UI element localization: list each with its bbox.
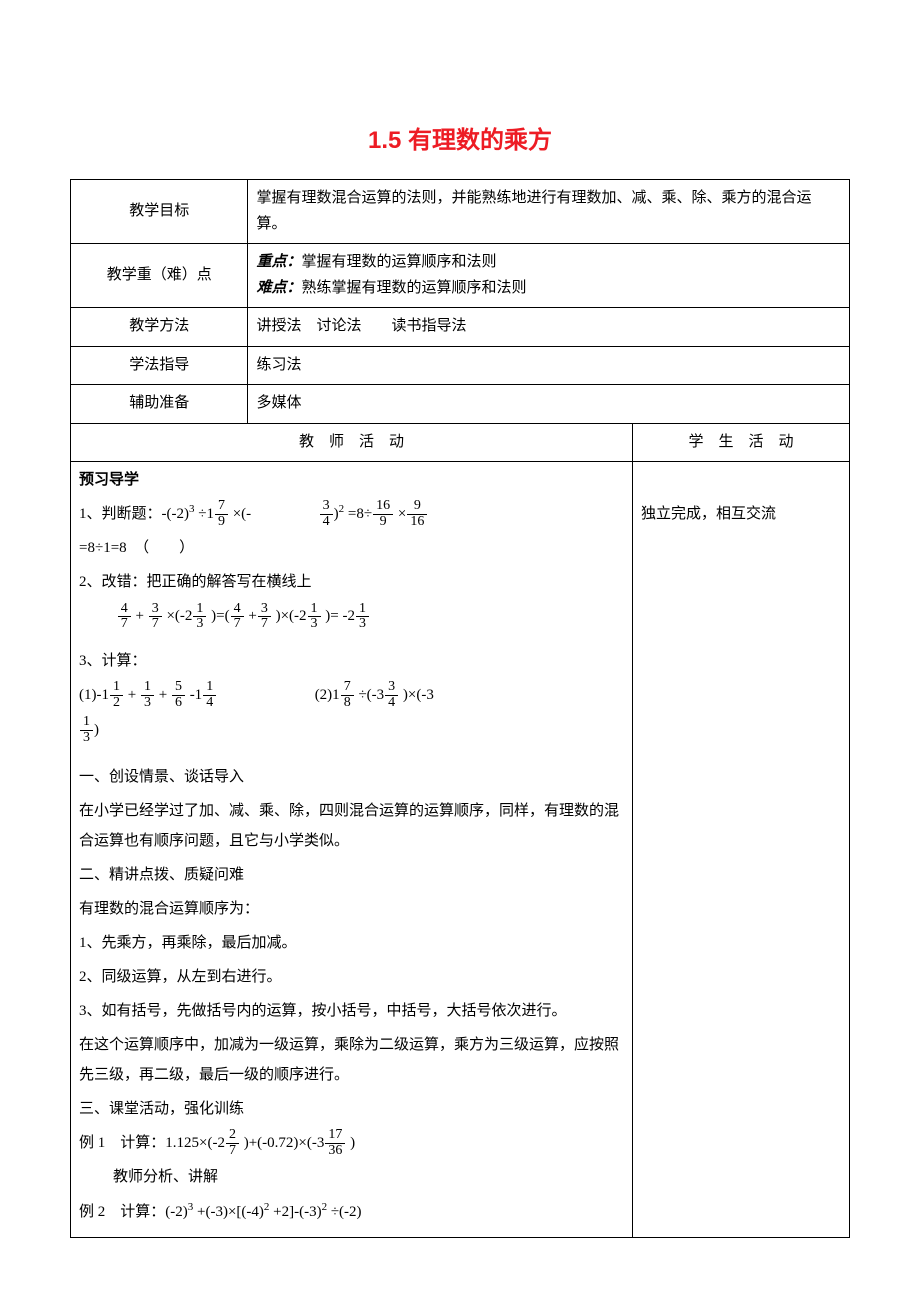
row-keypoint: 教学重（难）点 重点：掌握有理数的运算顺序和法则 难点：熟练掌握有理数的运算顺序… [71, 244, 850, 308]
teacher-header: 教 师 活 动 [71, 423, 633, 462]
student-content: 独立完成，相互交流 [633, 462, 850, 1238]
goal-text: 掌握有理数混合运算的法则，并能熟练地进行有理数加、减、乘、除、乘方的混合运算。 [248, 180, 850, 244]
sec2-p1: 有理数的混合运算顺序为： [79, 894, 624, 924]
q1-a: 1、判断题：-(-2) [79, 506, 189, 522]
frac-17-36: 1736 [325, 1128, 345, 1158]
frac-1-3d: 13 [141, 680, 154, 710]
exp-2b: 2 [264, 1201, 270, 1213]
aux-label: 辅助准备 [71, 385, 248, 424]
frac-16-9: 169 [373, 499, 393, 529]
keypoint-bold1: 重点： [256, 254, 301, 270]
lesson-table: 教学目标 掌握有理数混合运算的法则，并能熟练地进行有理数加、减、乘、除、乘方的混… [70, 179, 850, 1238]
sec2-p2: 在这个运算顺序中，加减为一级运算，乘除为二级运算，乘方为三级运算，应按照先三级，… [79, 1030, 624, 1090]
aux-text: 多媒体 [248, 385, 850, 424]
q2m-e: )×(-2 [276, 608, 307, 624]
frac-5-6: 56 [172, 680, 185, 710]
exp-2c: 2 [322, 1201, 328, 1213]
frac-2-7: 27 [226, 1128, 239, 1158]
method-label: 教学方法 [71, 308, 248, 347]
frac-7-8: 78 [341, 680, 354, 710]
study-label: 学法指导 [71, 346, 248, 385]
frac-7-9: 79 [215, 499, 228, 529]
sec1-p1: 在小学已经学过了加、减、乘、除，四则混合运算的运算顺序，同样，有理数的混合运算也… [79, 796, 624, 856]
ex1-line: 例 1 计算：1.125×(-227 )+(-0.72)×(-31736 ) [79, 1128, 624, 1159]
frac-1-3b: 13 [308, 602, 321, 632]
q3-head: 3、计算： [79, 646, 624, 676]
row-study: 学法指导 练习法 [71, 346, 850, 385]
q3-2b: ÷(-3 [358, 687, 384, 703]
q3-2a: (2)1 [315, 687, 340, 703]
sec2-l1: 1、先乘方，再乘除，最后加减。 [79, 928, 624, 958]
q3-1a: (1)-1 [79, 687, 109, 703]
row-headers: 教 师 活 动 学 生 活 动 [71, 423, 850, 462]
frac-4-7a: 47 [118, 602, 131, 632]
q2-math: 47 + 37 ×(-213 )=(47 +37 )×(-213 )= -213 [79, 601, 624, 632]
ex1-note: 教师分析、讲解 [79, 1162, 624, 1192]
q1-f: × [398, 506, 406, 522]
q1-line2: =8÷1=8 （ ） [79, 533, 624, 563]
frac-1-3c: 13 [356, 602, 369, 632]
student-text: 独立完成，相互交流 [641, 502, 841, 528]
ex2-c: +2]-(-3) [273, 1204, 321, 1220]
q2-head: 2、改错：把正确的解答写在横线上 [79, 567, 624, 597]
keypoint-text: 重点：掌握有理数的运算顺序和法则 难点：熟练掌握有理数的运算顺序和法则 [248, 244, 850, 308]
row-method: 教学方法 讲授法 讨论法 读书指导法 [71, 308, 850, 347]
ex1-a: 例 1 计算：1.125×(-2 [79, 1135, 225, 1151]
teacher-content: 预习导学 1、判断题：-(-2)3 ÷179 ×(- 34)2 =8÷169 ×… [71, 462, 633, 1238]
sec3-head: 三、课堂活动，强化训练 [79, 1094, 624, 1124]
frac-3-4b: 34 [385, 680, 398, 710]
q3-1c: + [159, 687, 171, 703]
sec2-l3: 3、如有括号，先做括号内的运算，按小括号，中括号，大括号依次进行。 [79, 996, 624, 1026]
q3-1d: -1 [190, 687, 203, 703]
frac-1-2: 12 [110, 680, 123, 710]
sec2-l2: 2、同级运算，从左到右进行。 [79, 962, 624, 992]
q3-2c: )×(-3 [403, 687, 434, 703]
ex2-line: 例 2 计算：(-2)3 +(-3)×[(-4)2 +2]-(-3)2 ÷(-2… [79, 1196, 624, 1227]
row-aux: 辅助准备 多媒体 [71, 385, 850, 424]
q3-math: (1)-112 + 13 + 56 -114 (2)178 ÷(-334 )×(… [79, 680, 624, 711]
row-body: 预习导学 1、判断题：-(-2)3 ÷179 ×(- 34)2 =8÷169 ×… [71, 462, 850, 1238]
method-text: 讲授法 讨论法 读书指导法 [248, 308, 850, 347]
frac-3-4: 34 [320, 499, 333, 529]
keypoint-text1: 掌握有理数的运算顺序和法则 [301, 254, 496, 270]
q2m-d: + [248, 608, 256, 624]
ex2-a: 例 2 计算：(-2) [79, 1204, 188, 1220]
frac-9-16: 916 [407, 499, 427, 529]
frac-4-7b: 47 [231, 602, 244, 632]
row-goal: 教学目标 掌握有理数混合运算的法则，并能熟练地进行有理数加、减、乘、除、乘方的混… [71, 180, 850, 244]
keypoint-bold2: 难点： [256, 280, 301, 296]
frac-3-7a: 37 [149, 602, 162, 632]
q1-e: =8÷ [348, 506, 372, 522]
preview-head: 预习导学 [79, 468, 624, 494]
sec2-head: 二、精讲点拨、质疑问难 [79, 860, 624, 890]
exp-2a: 2 [339, 503, 345, 515]
ex1-b: )+(-0.72)×(-3 [244, 1135, 325, 1151]
frac-1-4: 14 [203, 680, 216, 710]
frac-1-3a: 13 [193, 602, 206, 632]
q2m-f: )= -2 [325, 608, 355, 624]
frac-3-7b: 37 [258, 602, 271, 632]
page-title: 1.5 有理数的乘方 [70, 120, 850, 155]
q3-math2: 13) [79, 715, 624, 746]
exp-3b: 3 [188, 1201, 194, 1213]
ex2-b: +(-3)×[(-4) [197, 1204, 264, 1220]
ex1-c: ) [350, 1135, 355, 1151]
frac-1-3e: 13 [80, 715, 93, 745]
q1-b: ÷1 [198, 506, 214, 522]
exp-3a: 3 [189, 503, 195, 515]
ex2-d: ÷(-2) [331, 1204, 362, 1220]
study-text: 练习法 [248, 346, 850, 385]
keypoint-text2: 熟练掌握有理数的运算顺序和法则 [301, 280, 526, 296]
q1-c: ×(- [233, 506, 251, 522]
q2m-b: ×(-2 [166, 608, 192, 624]
q2m-c: )=( [211, 608, 229, 624]
q3-2d: ) [94, 722, 99, 738]
q1-line: 1、判断题：-(-2)3 ÷179 ×(- 34)2 =8÷169 ×916 [79, 498, 624, 530]
goal-label: 教学目标 [71, 180, 248, 244]
keypoint-label: 教学重（难）点 [71, 244, 248, 308]
q2m-a: + [136, 608, 144, 624]
q3-1b: + [128, 687, 140, 703]
student-header: 学 生 活 动 [633, 423, 850, 462]
sec1-head: 一、创设情景、谈话导入 [79, 762, 624, 792]
